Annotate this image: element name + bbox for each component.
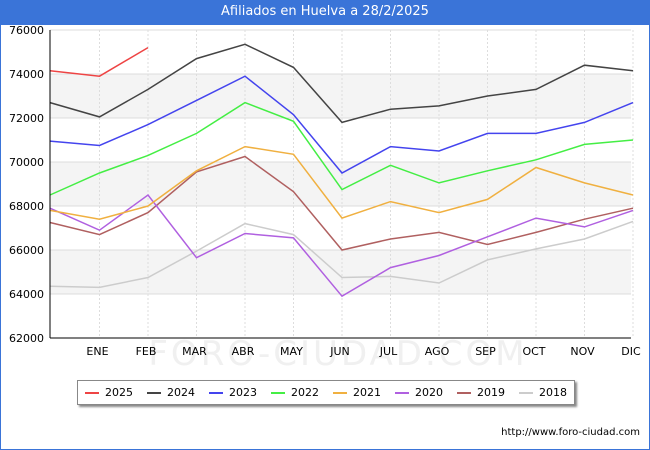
x-tick-label: MAY <box>280 345 303 358</box>
series-line-2018 <box>49 220 634 289</box>
legend-item-2025: 2025 <box>85 386 133 399</box>
legend-label: 2018 <box>539 386 567 399</box>
x-tick-label: ENE <box>86 345 108 358</box>
legend-swatch <box>519 391 533 394</box>
series-line-2021 <box>49 145 634 220</box>
x-tick-label: SEP <box>475 345 496 358</box>
plot-band <box>50 118 631 162</box>
y-tick-label: 76000 <box>9 24 44 37</box>
legend-label: 2021 <box>353 386 381 399</box>
plot-band <box>50 30 631 74</box>
legend-item-2024: 2024 <box>147 386 195 399</box>
legend-label: 2022 <box>291 386 319 399</box>
plot-band <box>50 294 631 338</box>
legend-label: 2020 <box>415 386 443 399</box>
y-axis: 62000 64000 66000 68000 70000 72000 74000 76000 <box>9 24 44 345</box>
legend-label: 2023 <box>229 386 257 399</box>
legend-label: 2025 <box>105 386 133 399</box>
x-tick-label: DIC <box>621 345 641 358</box>
plot-band <box>50 74 631 118</box>
series-lines <box>49 43 634 298</box>
legend: 2025 2024 2023 2022 2021 2020 2019 2018 <box>77 380 575 405</box>
legend-swatch <box>333 391 347 394</box>
legend-swatch <box>85 391 99 394</box>
legend-item-2020: 2020 <box>395 386 443 399</box>
legend-item-2018: 2018 <box>519 386 567 399</box>
x-tick-label: JUN <box>329 345 350 358</box>
y-tick-label: 70000 <box>9 156 44 169</box>
legend-item-2022: 2022 <box>271 386 319 399</box>
legend-item-2023: 2023 <box>209 386 257 399</box>
series-line-2020 <box>49 193 634 298</box>
legend-swatch <box>457 391 471 394</box>
plot-band <box>50 206 631 250</box>
x-tick-label: JUL <box>379 345 398 358</box>
x-tick-label: AGO <box>425 345 450 358</box>
plot-bands <box>50 30 631 338</box>
series-line-2024 <box>49 43 634 124</box>
series-line-2022 <box>49 101 634 196</box>
y-tick-label: 68000 <box>9 200 44 213</box>
plot-band <box>50 162 631 206</box>
x-tick-label: FEB <box>136 345 157 358</box>
y-tick-label: 62000 <box>9 332 44 345</box>
legend-swatch <box>271 391 285 394</box>
legend-swatch <box>147 391 161 394</box>
x-tick-label: NOV <box>570 345 595 358</box>
watermark: FORO-CIUDAD.COM <box>148 334 527 374</box>
x-tick-label: MAR <box>182 345 207 358</box>
legend-label: 2024 <box>167 386 195 399</box>
source-url: http://www.foro-ciudad.com <box>501 427 640 438</box>
legend-item-2019: 2019 <box>457 386 505 399</box>
legend-item-2021: 2021 <box>333 386 381 399</box>
series-line-2025 <box>49 46 149 77</box>
y-tick-label: 64000 <box>9 288 44 301</box>
series-line-2019 <box>49 155 634 251</box>
x-tick-label: ABR <box>232 345 255 358</box>
legend-label: 2019 <box>477 386 505 399</box>
y-tick-label: 74000 <box>9 68 44 81</box>
x-axis: ENE FEB MAR ABR MAY JUN JUL AGO SEP OCT NOV DIC <box>86 345 641 358</box>
y-tick-label: 66000 <box>9 244 44 257</box>
chart-title: Afiliados en Huelva a 28/2/2025 <box>0 0 650 24</box>
x-tick-label: OCT <box>522 345 545 358</box>
y-tick-label: 72000 <box>9 112 44 125</box>
series-line-2023 <box>49 75 634 174</box>
legend-swatch <box>209 391 223 394</box>
plot-band <box>50 250 631 294</box>
legend-swatch <box>395 391 409 394</box>
